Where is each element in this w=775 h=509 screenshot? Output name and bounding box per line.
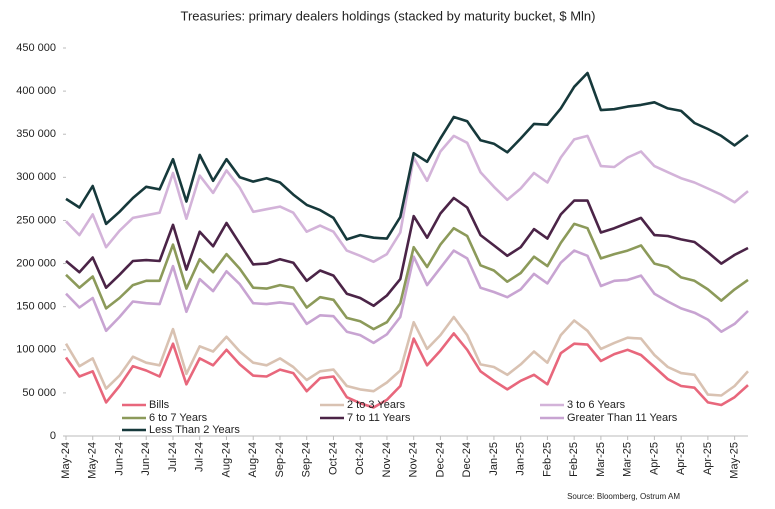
y-tick-label: 0 — [50, 430, 56, 442]
series-line — [65, 196, 749, 308]
x-tick-label: Apr-25 — [648, 442, 660, 475]
x-tick-label: Jan-25 — [488, 442, 500, 476]
legend-label: 6 to 7 Years — [149, 412, 208, 424]
x-tick-label: Jul-24 — [167, 442, 179, 472]
y-tick-label: 350 000 — [16, 128, 56, 140]
series-line — [65, 71, 749, 241]
y-tick-label: 450 000 — [16, 42, 56, 54]
y-tick-label: 50 000 — [22, 387, 56, 399]
chart-title: Treasuries: primary dealers holdings (st… — [181, 8, 596, 23]
x-tick-label: Jun-24 — [140, 442, 152, 476]
x-tick-label: Dec-24 — [461, 442, 473, 477]
legend-label: 7 to 11 Years — [347, 412, 411, 424]
x-tick-label: Feb-25 — [568, 442, 580, 477]
series-line — [64, 315, 749, 397]
series-line — [65, 222, 749, 331]
legend-label: 2 to 3 Years — [347, 399, 406, 411]
x-tick-label: Sep-24 — [274, 442, 286, 477]
legend-label: Less Than 2 Years — [149, 424, 240, 436]
legend-label: Greater Than 11 Years — [567, 412, 678, 424]
x-tick-label: Dec-24 — [434, 442, 446, 477]
x-tick-label: May-24 — [87, 442, 99, 479]
x-tick-label: Aug-24 — [247, 442, 259, 477]
series-line — [65, 134, 749, 264]
x-tick-label: Oct-24 — [327, 442, 339, 475]
x-tick-label: Oct-24 — [354, 442, 366, 475]
series-line — [64, 332, 749, 409]
y-tick-label: 300 000 — [16, 171, 56, 183]
source-note: Source: Bloomberg, Ostrum AM — [567, 492, 680, 501]
y-tick-label: 150 000 — [16, 301, 56, 313]
series-line — [65, 249, 749, 345]
x-tick-label: Jun-24 — [113, 442, 125, 476]
x-tick-label: Mar-25 — [595, 442, 607, 477]
y-tick-label: 100 000 — [16, 344, 56, 356]
x-tick-label: Apr-25 — [675, 442, 687, 475]
x-tick-label: Aug-24 — [220, 442, 232, 477]
legend-label: 3 to 6 Years — [567, 399, 626, 411]
x-tick-label: Nov-24 — [381, 442, 393, 477]
x-tick-label: Jul-24 — [194, 442, 206, 472]
x-tick-label: Feb-25 — [541, 442, 553, 477]
x-tick-label: Apr-25 — [702, 442, 714, 475]
legend-label: Bills — [149, 399, 170, 411]
x-tick-label: Nov-24 — [408, 442, 420, 477]
x-tick-label: Sep-24 — [301, 442, 313, 477]
x-tick-label: Mar-25 — [622, 442, 634, 477]
x-tick-label: May-24 — [60, 442, 72, 479]
y-tick-label: 200 000 — [16, 257, 56, 269]
y-tick-label: 400 000 — [16, 85, 56, 97]
x-tick-label: Jan-25 — [515, 442, 527, 476]
y-tick-label: 250 000 — [16, 214, 56, 226]
x-tick-label: May-25 — [729, 442, 741, 479]
